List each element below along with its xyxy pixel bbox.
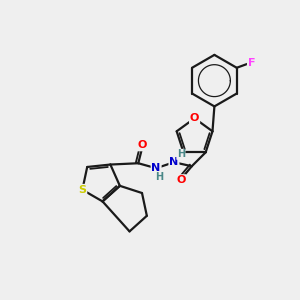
Text: N: N: [152, 163, 161, 173]
Text: N: N: [169, 157, 178, 167]
Text: O: O: [176, 175, 186, 185]
Text: S: S: [78, 185, 86, 195]
Text: H: H: [155, 172, 163, 182]
Text: O: O: [138, 140, 147, 150]
Text: O: O: [190, 113, 199, 123]
Text: F: F: [248, 58, 255, 68]
Text: H: H: [177, 149, 185, 159]
